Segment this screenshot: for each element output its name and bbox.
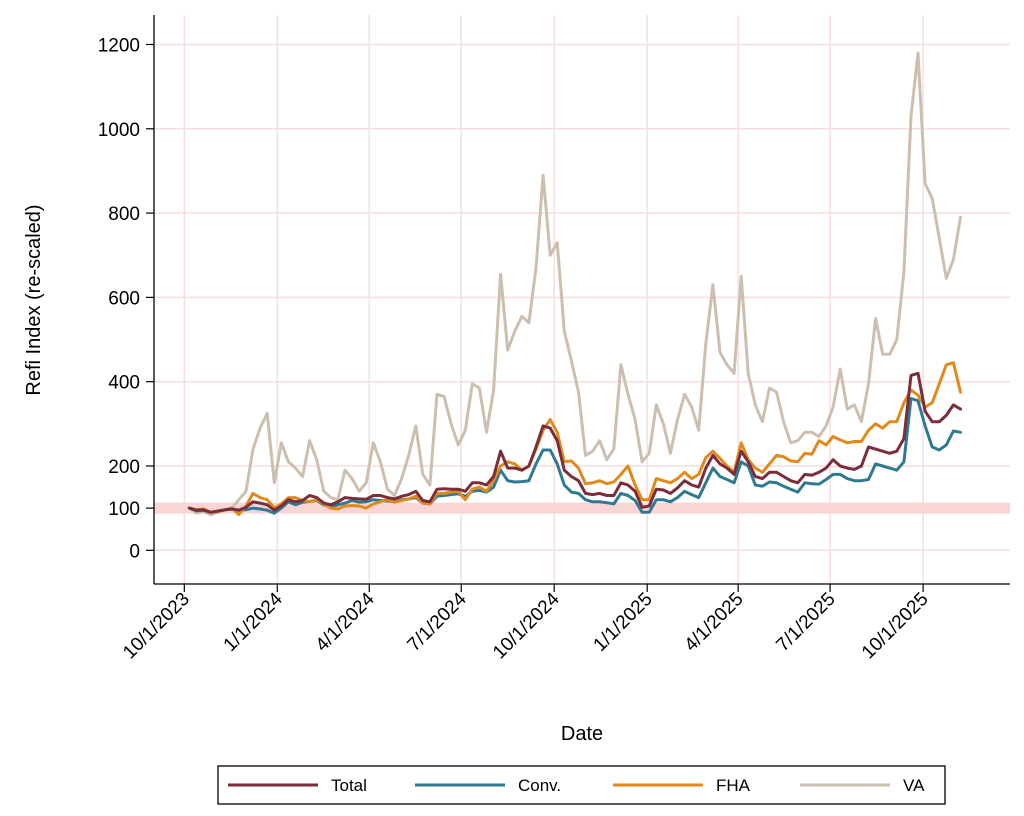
legend-label-conv: Conv.	[518, 776, 561, 795]
series-lines	[187, 51, 962, 517]
y-tick-label: 0	[129, 541, 140, 562]
series-line-va	[187, 51, 962, 517]
legend-label-total: Total	[331, 776, 367, 795]
series-line-total	[187, 371, 962, 514]
y-tick-label: 200	[108, 457, 140, 478]
legend-label-fha: FHA	[716, 776, 751, 795]
legend-label-va: VA	[903, 776, 925, 795]
y-tick-label: 600	[108, 288, 140, 309]
y-tick-label: 1200	[98, 36, 140, 57]
x-axis-title: Date	[561, 723, 603, 745]
y-tick-label: 100	[108, 499, 140, 520]
legend: Total Conv. FHA VA	[217, 765, 946, 805]
y-tick-label: 800	[108, 204, 140, 225]
y-tick-label: 1000	[98, 120, 140, 141]
y-axis-title: Refi Index (re-scaled)	[23, 204, 45, 395]
y-tick-label: 400	[108, 373, 140, 394]
